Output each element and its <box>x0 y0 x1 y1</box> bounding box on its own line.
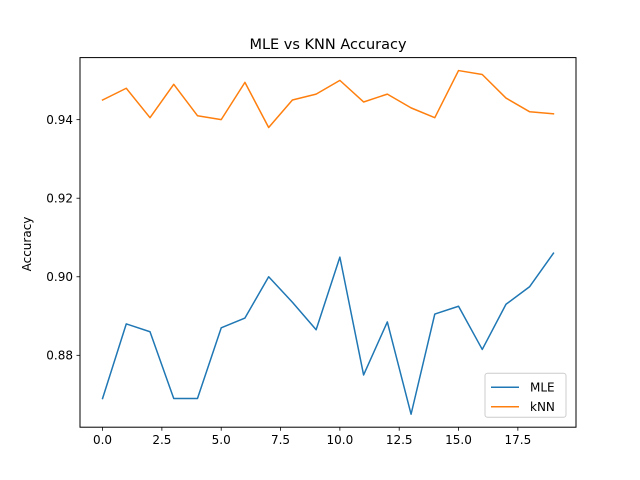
x-tick-label: 7.5 <box>271 433 290 447</box>
x-tick-label: 10.0 <box>327 433 354 447</box>
x-tick-label: 15.0 <box>445 433 472 447</box>
y-tick-label: 0.94 <box>46 113 73 127</box>
x-tick-label: 0.0 <box>93 433 112 447</box>
legend-label-knn: kNN <box>530 400 555 414</box>
x-tick-label: 17.5 <box>504 433 531 447</box>
plot-frame <box>79 57 577 428</box>
legend-label-mle: MLE <box>530 381 555 395</box>
y-tick-label: 0.88 <box>46 349 73 363</box>
x-tick-label: 12.5 <box>386 433 413 447</box>
series-line-knn <box>101 69 555 129</box>
x-tick-label: 2.5 <box>152 433 171 447</box>
x-tick-label: 5.0 <box>212 433 231 447</box>
y-axis-label: Accuracy <box>20 217 34 272</box>
y-tick-label: 0.92 <box>46 192 73 206</box>
chart-title: MLE vs KNN Accuracy <box>249 37 407 53</box>
y-tick-label: 0.90 <box>46 270 73 284</box>
series-line-mle <box>101 252 555 415</box>
